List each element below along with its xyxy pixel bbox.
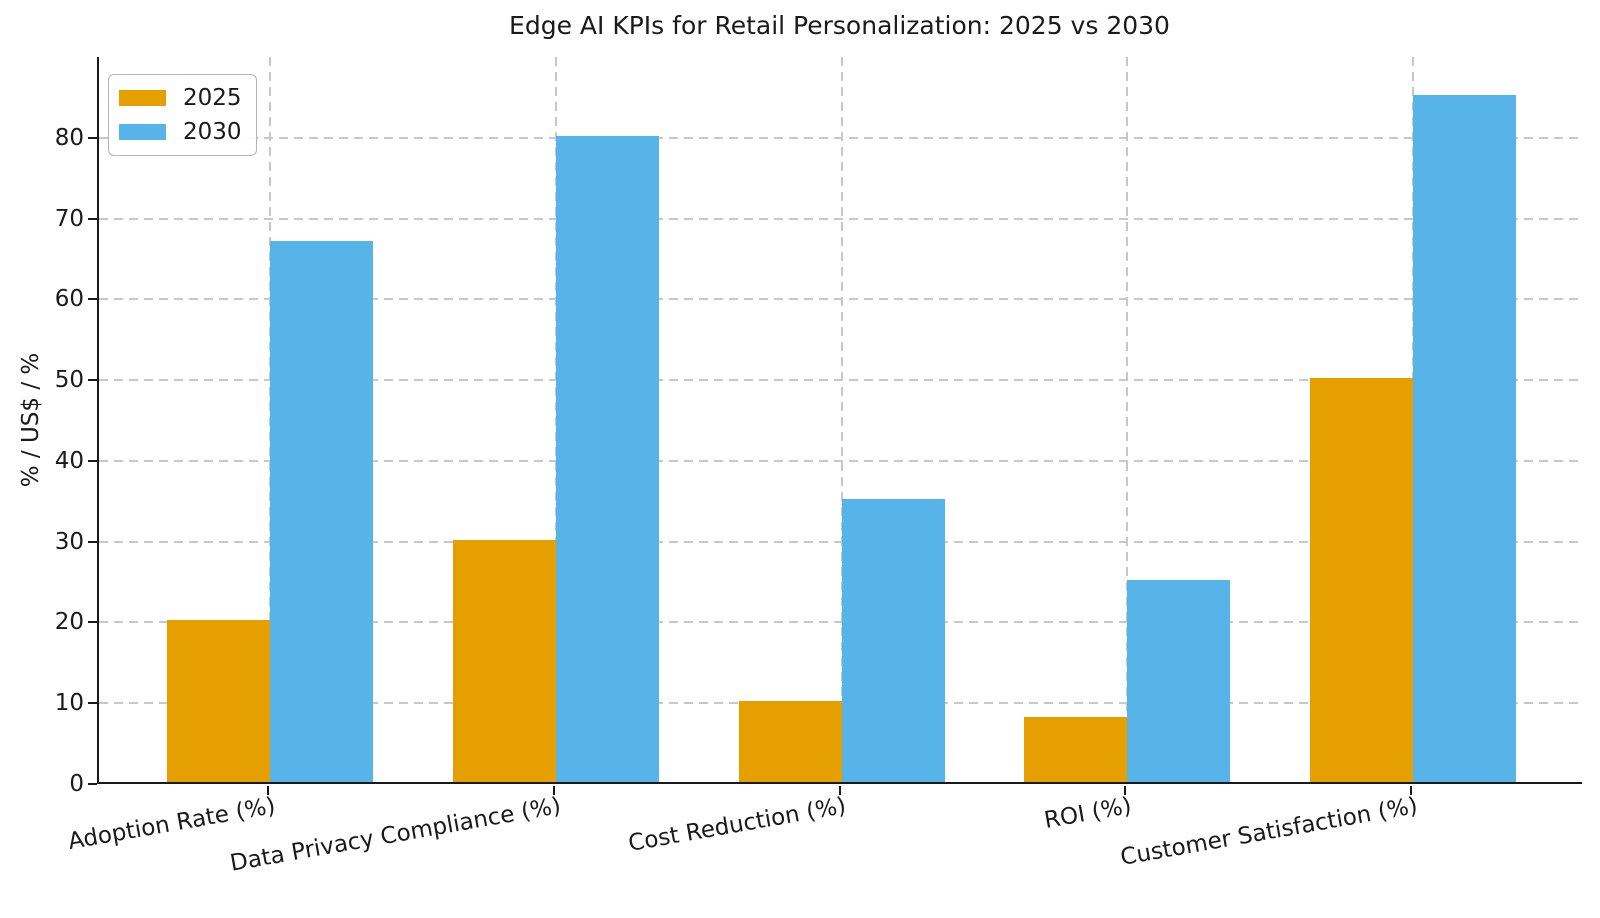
y-tick-mark-70 xyxy=(88,217,97,220)
x-tick-mark-data-privacy-compliance xyxy=(552,786,555,795)
bar-2030-roi xyxy=(1127,580,1231,782)
legend-swatch-2025 xyxy=(119,90,166,106)
legend-swatch-2030 xyxy=(119,124,166,140)
y-tick-mark-40 xyxy=(88,459,97,462)
y-tick-mark-50 xyxy=(88,379,97,382)
bar-2025-data-privacy-compliance xyxy=(452,539,556,782)
x-tick-mark-customer-satisfaction xyxy=(1409,786,1412,795)
x-tick-label-data-privacy-compliance: Data Privacy Compliance (%) xyxy=(227,793,563,877)
y-tick-label-10: 10 xyxy=(54,690,84,717)
x-tick-label-roi: ROI (%) xyxy=(1042,793,1134,834)
bar-2025-roi xyxy=(1024,717,1128,782)
y-tick-label-40: 40 xyxy=(54,447,84,474)
y-tick-mark-80 xyxy=(88,136,97,139)
y-tick-label-70: 70 xyxy=(54,205,84,232)
y-tick-mark-20 xyxy=(88,621,97,624)
y-tick-label-30: 30 xyxy=(54,528,84,555)
y-tick-mark-0 xyxy=(88,783,97,785)
bar-2030-customer-satisfaction xyxy=(1412,95,1516,782)
y-tick-mark-60 xyxy=(88,298,97,301)
bar-2025-cost-reduction xyxy=(738,701,842,782)
y-tick-label-50: 50 xyxy=(54,367,84,394)
legend-label-2025: 2025 xyxy=(183,85,242,111)
legend-label-2030: 2030 xyxy=(183,119,242,145)
legend-item-2025: 2025 xyxy=(119,85,242,111)
bar-2030-cost-reduction xyxy=(841,499,945,782)
x-tick-mark-cost-reduction xyxy=(838,786,841,795)
legend: 2025 2030 xyxy=(108,74,257,156)
chart-title: Edge AI KPIs for Retail Personalization:… xyxy=(509,11,1170,40)
bar-2030-adoption-rate xyxy=(270,240,374,782)
y-tick-label-20: 20 xyxy=(54,609,84,636)
x-tick-label-cost-reduction: Cost Reduction (%) xyxy=(626,793,849,857)
gridline-x-roi xyxy=(1126,57,1129,782)
y-tick-mark-30 xyxy=(88,540,97,543)
y-tick-label-0: 0 xyxy=(69,771,84,797)
bar-2025-adoption-rate xyxy=(167,620,271,782)
y-tick-label-60: 60 xyxy=(54,286,84,313)
bar-2030-data-privacy-compliance xyxy=(555,135,659,782)
x-tick-mark-adoption-rate xyxy=(267,786,270,795)
gridline-x-cost-reduction xyxy=(840,57,843,782)
x-tick-label-customer-satisfaction: Customer Satisfaction (%) xyxy=(1118,793,1420,871)
y-tick-label-80: 80 xyxy=(54,124,84,151)
x-tick-label-adoption-rate: Adoption Rate (%) xyxy=(65,793,277,856)
bar-2025-customer-satisfaction xyxy=(1309,378,1413,782)
plot-area xyxy=(97,57,1582,784)
x-tick-mark-roi xyxy=(1124,786,1127,795)
legend-item-2030: 2030 xyxy=(119,119,242,145)
y-tick-mark-10 xyxy=(88,702,97,705)
